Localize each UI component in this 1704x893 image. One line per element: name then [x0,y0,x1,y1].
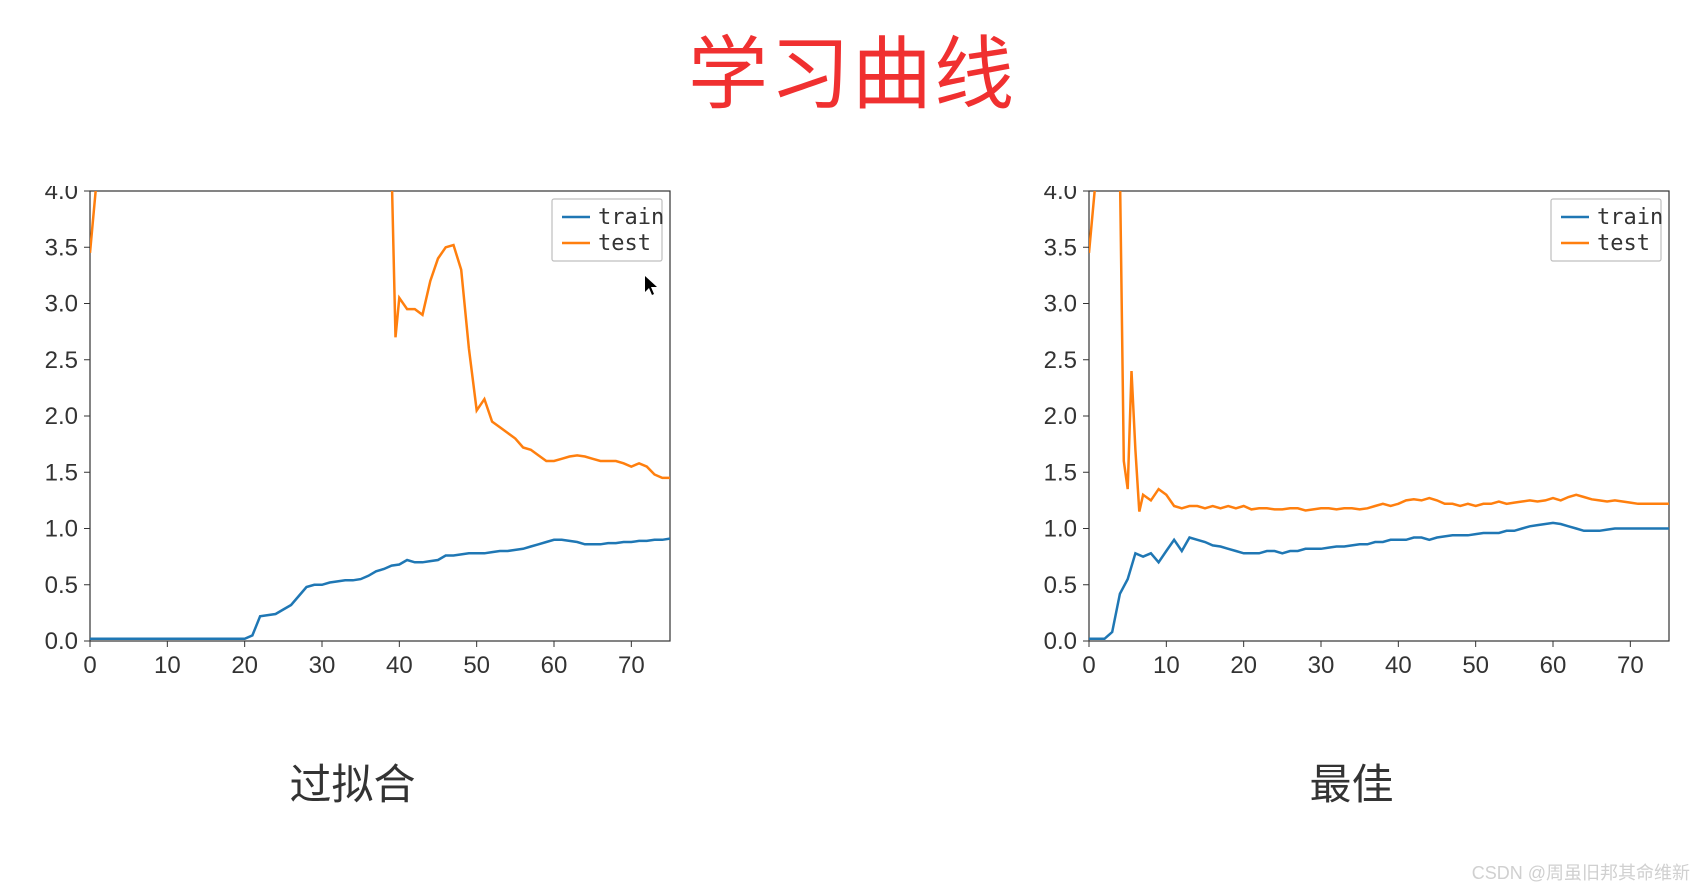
ytick-label: 1.5 [45,459,78,486]
xtick-label: 40 [1385,652,1412,679]
train-line [90,539,670,639]
legend-train-label: train [1597,205,1663,230]
ytick-label: 1.0 [45,516,78,543]
xtick-label: 40 [386,652,413,679]
ytick-label: 1.5 [1044,459,1077,486]
watermark: CSDN @周虽旧邦其命维新 [1472,859,1690,885]
xtick-label: 70 [1617,652,1644,679]
ytick-label: 2.0 [1044,403,1077,430]
chart-label-overfit: 过拟合 [289,751,415,812]
chart-overfit: 0.0 0.5 1.0 1.5 2.0 2.5 3.0 3.5 4.0 0 10 20 30 40 50 60… [30,186,675,691]
xtick-label: 30 [309,652,336,679]
xtick-label: 10 [1153,652,1180,679]
xtick-label: 30 [1308,652,1335,679]
chart-label-best: 最佳 [1309,751,1393,812]
ytick-label: 4.0 [1044,186,1077,205]
ytick-label: 2.5 [45,347,78,374]
chart-svg: 0.0 0.5 1.0 1.5 2.0 2.5 3.0 3.5 4.0 0 10 20 30 40 50 60… [30,186,675,686]
ytick-label: 0.5 [1044,572,1077,599]
xtick-label: 0 [83,652,96,679]
ytick-label: 0.0 [1044,628,1077,655]
legend-test-label: test [1597,231,1650,256]
ytick-label: 4.0 [45,186,78,205]
page-title: 学习曲线 [0,0,1704,126]
xtick-label: 60 [541,652,568,679]
ytick-label: 3.0 [45,291,78,318]
ytick-label: 0.0 [45,628,78,655]
ytick-label: 0.5 [45,572,78,599]
xtick-label: 0 [1082,652,1095,679]
chart-svg: 0.0 0.5 1.0 1.5 2.0 2.5 3.0 3.5 4.0 0 10 20 30 40 50 60… [1029,186,1674,686]
ytick-label: 1.0 [1044,516,1077,543]
ytick-label: 2.5 [1044,347,1077,374]
xtick-label: 20 [231,652,258,679]
ytick-label: 3.0 [1044,291,1077,318]
chart-best: 0.0 0.5 1.0 1.5 2.0 2.5 3.0 3.5 4.0 0 10 20 30 40 50 60… [1029,186,1674,691]
legend: traintest [552,199,664,261]
legend-test-label: test [598,231,651,256]
xtick-label: 50 [463,652,490,679]
ytick-label: 3.5 [45,234,78,261]
charts-row: 0.0 0.5 1.0 1.5 2.0 2.5 3.0 3.5 4.0 0 10 20 30 40 50 60… [0,126,1704,812]
xtick-label: 50 [1462,652,1489,679]
ytick-label: 2.0 [45,403,78,430]
train-line [1089,523,1669,639]
xtick-label: 60 [1540,652,1567,679]
ytick-label: 3.5 [1044,234,1077,261]
chart-container-best: 0.0 0.5 1.0 1.5 2.0 2.5 3.0 3.5 4.0 0 10 20 30 40 50 60… [1029,186,1674,812]
chart-container-overfit: 0.0 0.5 1.0 1.5 2.0 2.5 3.0 3.5 4.0 0 10 20 30 40 50 60… [30,186,675,812]
legend: traintest [1551,199,1663,261]
legend-train-label: train [598,205,664,230]
xtick-label: 20 [1230,652,1257,679]
xtick-label: 10 [154,652,181,679]
xtick-label: 70 [618,652,645,679]
